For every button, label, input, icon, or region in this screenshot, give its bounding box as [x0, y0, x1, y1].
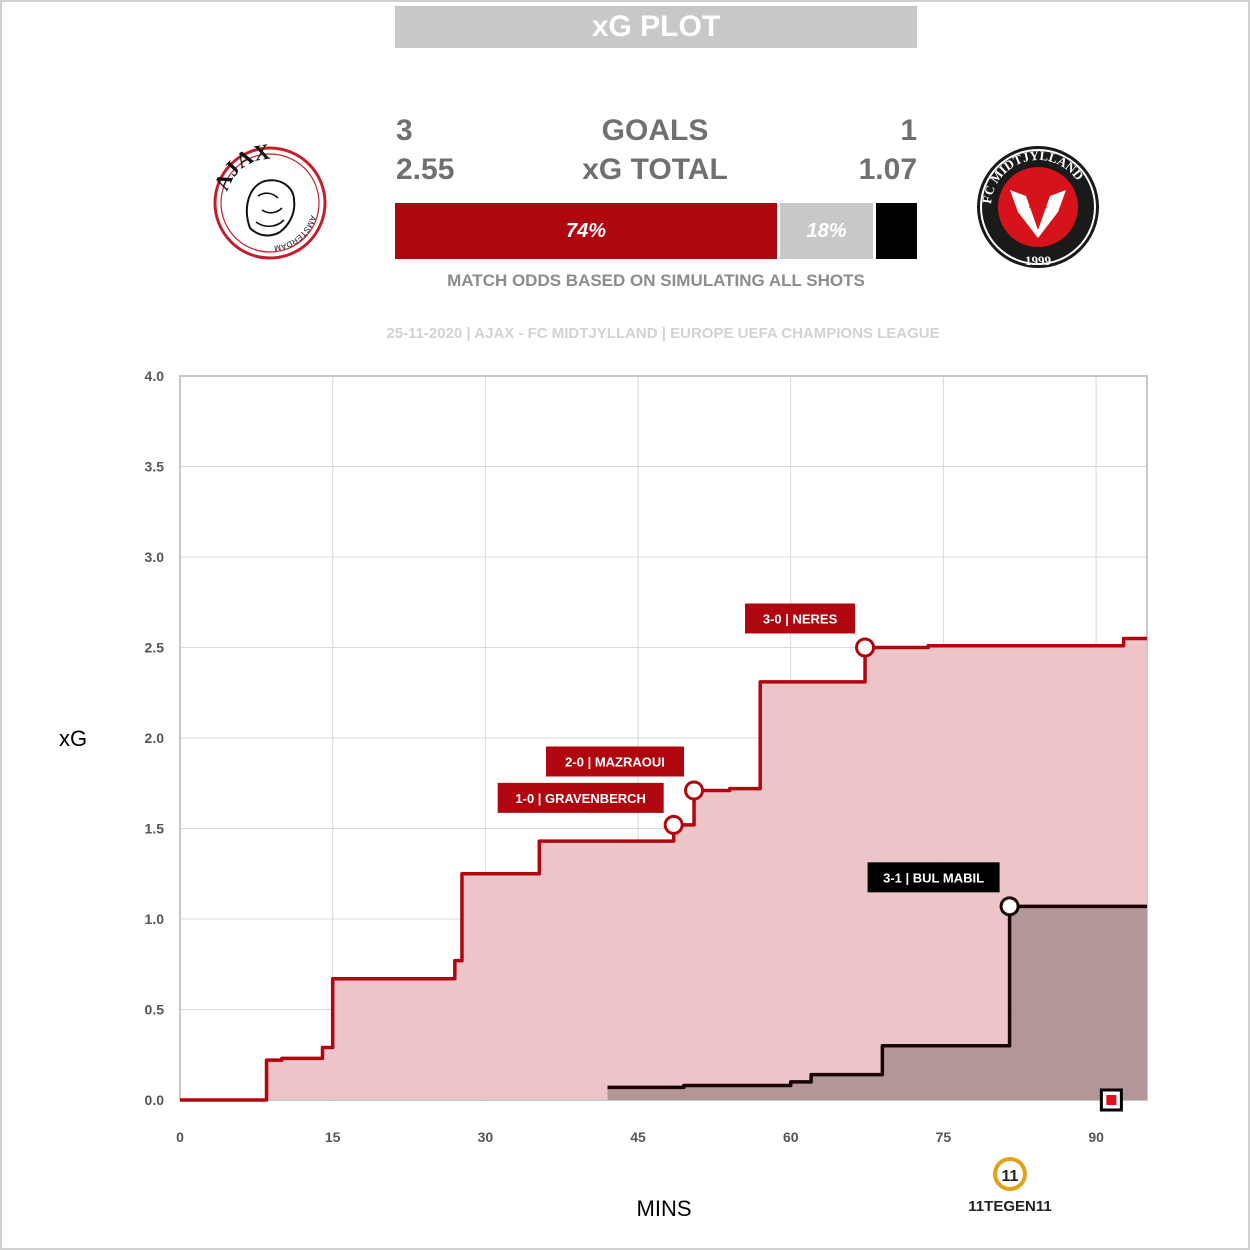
x-tick-label: 60: [783, 1129, 799, 1145]
away-xg: 1.07: [858, 153, 917, 186]
home-goals: 3: [396, 114, 413, 147]
home-xg-area: [180, 638, 1147, 1100]
brand-mark: 11: [1002, 1168, 1019, 1185]
home-xg: 2.55: [396, 153, 455, 186]
page-title: xG PLOT: [395, 6, 917, 48]
y-tick-label: 1.0: [145, 911, 165, 927]
goal-label: 3-0 | NERES: [763, 612, 838, 627]
away-xg-area: [607, 906, 1147, 1100]
plot-area: 0 15 30 45 60 75 90 0.0 0.5 1.0 1.5 2.0 2.5 3.0 3.5 4.0…: [145, 368, 1148, 1145]
away-win-odds-bar: [876, 203, 917, 259]
x-tick-label: 75: [936, 1129, 952, 1145]
y-axis-label: xG: [59, 726, 87, 751]
y-tick-label: 0.5: [145, 1002, 165, 1018]
x-tick-label: 15: [325, 1129, 341, 1145]
goal-label-box: [745, 603, 856, 634]
y-tick-label: 3.5: [145, 459, 165, 475]
x-tick-label: 30: [478, 1129, 494, 1145]
x-tick-label: 45: [630, 1129, 646, 1145]
brand-text: 11TEGEN11: [968, 1198, 1051, 1215]
home-win-odds-bar: 74%: [395, 203, 777, 259]
xg-total-label: xG TOTAL: [582, 153, 728, 186]
y-tick-label: 1.5: [145, 821, 165, 837]
draw-odds-bar: 18%: [780, 203, 873, 259]
x-axis-label: MINS: [637, 1196, 692, 1221]
midtjylland-logo-year: 1999: [1025, 253, 1052, 268]
goal-label-box: [867, 862, 1000, 893]
y-tick-label: 4.0: [145, 368, 165, 384]
y-tick-label: 3.0: [145, 549, 165, 565]
match-info: 25-11-2020 | AJAX - FC MIDTJYLLAND | EUR…: [386, 325, 940, 342]
home-xg-line: [180, 636, 1147, 1102]
x-tick-label: 90: [1088, 1129, 1104, 1145]
x-tick-label: 0: [176, 1129, 184, 1145]
y-tick-label: 2.0: [145, 730, 165, 746]
goal-label-box: [497, 782, 664, 813]
goal-label: 2-0 | MAZRAOUI: [565, 754, 665, 769]
away-xg-line: [607, 904, 1147, 1090]
goal-marker: [684, 780, 705, 801]
goals-label: GOALS: [601, 114, 709, 147]
ajax-logo: AJAX AMSTERDAM: [209, 139, 327, 260]
odds-note: MATCH ODDS BASED ON SIMULATING ALL SHOTS: [447, 271, 865, 290]
red-card-icon: [1106, 1095, 1117, 1105]
midtjylland-logo: FC MIDTJYLLAND 1999: [977, 146, 1099, 268]
away-goals: 1: [900, 114, 917, 147]
y-tick-label: 2.5: [145, 640, 165, 656]
goal-label: 1-0 | GRAVENBERCH: [515, 791, 646, 806]
y-tick-label: 0.0: [145, 1092, 165, 1108]
brand-logo: 11 11TEGEN11: [968, 1157, 1052, 1215]
goal-marker: [999, 896, 1020, 917]
goal-label: 3-1 | BUL MABIL: [883, 870, 984, 885]
goal-label-box: [546, 746, 685, 777]
goal-marker: [855, 637, 876, 658]
goal-marker: [663, 814, 684, 835]
